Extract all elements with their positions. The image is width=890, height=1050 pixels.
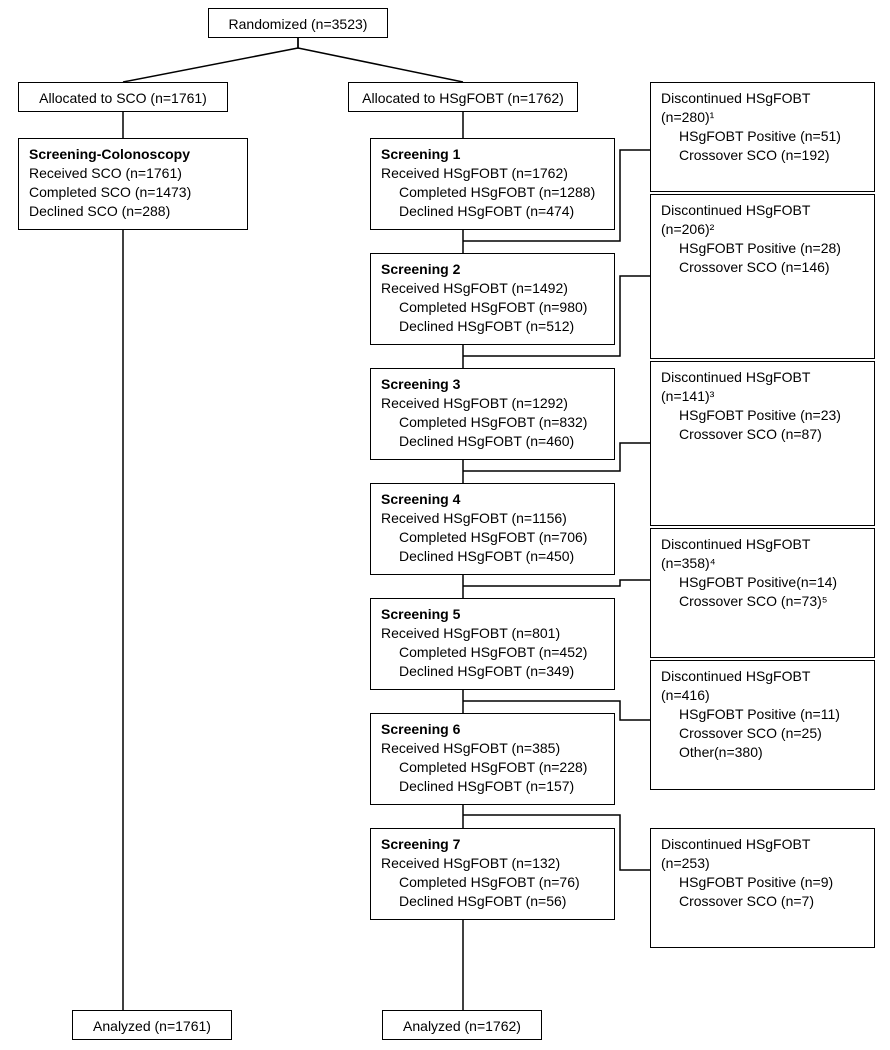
s2-l1: Received HSgFOBT (n=1492)	[381, 279, 604, 298]
randomized-label: Randomized (n=3523)	[229, 16, 368, 32]
analyzed-sco-box: Analyzed (n=1761)	[72, 1010, 232, 1040]
sco-l1: Received SCO (n=1761)	[29, 164, 237, 183]
sco-l3: Declined SCO (n=288)	[29, 202, 237, 221]
d3-l2: (n=141)³	[661, 387, 864, 406]
s6-title: Screening 6	[381, 720, 604, 739]
screening-3-box: Screening 3 Received HSgFOBT (n=1292) Co…	[370, 368, 615, 460]
s3-l3: Declined HSgFOBT (n=460)	[381, 432, 604, 451]
d6-l3: HSgFOBT Positive (n=9)	[661, 873, 864, 892]
d3-l1: Discontinued HSgFOBT	[661, 368, 864, 387]
s3-title: Screening 3	[381, 375, 604, 394]
s6-l3: Declined HSgFOBT (n=157)	[381, 777, 604, 796]
s2-title: Screening 2	[381, 260, 604, 279]
s3-l1: Received HSgFOBT (n=1292)	[381, 394, 604, 413]
discontinued-4-box: Discontinued HSgFOBT (n=358)⁴ HSgFOBT Po…	[650, 528, 875, 658]
s7-l2: Completed HSgFOBT (n=76)	[381, 873, 604, 892]
sco-l2: Completed SCO (n=1473)	[29, 183, 237, 202]
alloc-hs-box: Allocated to HSgFOBT (n=1762)	[348, 82, 578, 112]
s4-l3: Declined HSgFOBT (n=450)	[381, 547, 604, 566]
s2-l3: Declined HSgFOBT (n=512)	[381, 317, 604, 336]
d6-l4: Crossover SCO (n=7)	[661, 892, 864, 911]
s5-l1: Received HSgFOBT (n=801)	[381, 624, 604, 643]
s5-title: Screening 5	[381, 605, 604, 624]
d2-l4: Crossover SCO (n=146)	[661, 258, 864, 277]
s5-l2: Completed HSgFOBT (n=452)	[381, 643, 604, 662]
alloc-sco-box: Allocated to SCO (n=1761)	[18, 82, 228, 112]
s3-l2: Completed HSgFOBT (n=832)	[381, 413, 604, 432]
d3-l3: HSgFOBT Positive (n=23)	[661, 406, 864, 425]
s4-l2: Completed HSgFOBT (n=706)	[381, 528, 604, 547]
d2-l2: (n=206)²	[661, 220, 864, 239]
d5-l4: Crossover SCO (n=25)	[661, 724, 864, 743]
d6-l1: Discontinued HSgFOBT	[661, 835, 864, 854]
discontinued-3-box: Discontinued HSgFOBT (n=141)³ HSgFOBT Po…	[650, 361, 875, 526]
d5-l1: Discontinued HSgFOBT	[661, 667, 864, 686]
s4-title: Screening 4	[381, 490, 604, 509]
d5-l2: (n=416)	[661, 686, 864, 705]
s6-l1: Received HSgFOBT (n=385)	[381, 739, 604, 758]
s7-l3: Declined HSgFOBT (n=56)	[381, 892, 604, 911]
discontinued-2-box: Discontinued HSgFOBT (n=206)² HSgFOBT Po…	[650, 194, 875, 359]
analyzed-sco-label: Analyzed (n=1761)	[93, 1018, 211, 1034]
s4-l1: Received HSgFOBT (n=1156)	[381, 509, 604, 528]
screening-6-box: Screening 6 Received HSgFOBT (n=385) Com…	[370, 713, 615, 805]
d4-l2: (n=358)⁴	[661, 554, 864, 573]
s1-l1: Received HSgFOBT (n=1762)	[381, 164, 604, 183]
discontinued-5-box: Discontinued HSgFOBT (n=416) HSgFOBT Pos…	[650, 660, 875, 790]
d4-l3: HSgFOBT Positive(n=14)	[661, 573, 864, 592]
s7-title: Screening 7	[381, 835, 604, 854]
s1-l2: Completed HSgFOBT (n=1288)	[381, 183, 604, 202]
alloc-sco-label: Allocated to SCO (n=1761)	[39, 90, 207, 106]
d1-l1: Discontinued HSgFOBT	[661, 89, 864, 108]
d4-l4: Crossover SCO (n=73)⁵	[661, 592, 864, 611]
s7-l1: Received HSgFOBT (n=132)	[381, 854, 604, 873]
randomized-box: Randomized (n=3523)	[208, 8, 388, 38]
d5-l5: Other(n=380)	[661, 743, 864, 762]
analyzed-hs-label: Analyzed (n=1762)	[403, 1018, 521, 1034]
sco-screening-box: Screening-Colonoscopy Received SCO (n=17…	[18, 138, 248, 230]
discontinued-6-box: Discontinued HSgFOBT (n=253) HSgFOBT Pos…	[650, 828, 875, 948]
discontinued-1-box: Discontinued HSgFOBT (n=280)¹ HSgFOBT Po…	[650, 82, 875, 192]
d5-l3: HSgFOBT Positive (n=11)	[661, 705, 864, 724]
s1-title: Screening 1	[381, 145, 604, 164]
d4-l1: Discontinued HSgFOBT	[661, 535, 864, 554]
d1-l4: Crossover SCO (n=192)	[661, 146, 864, 165]
d2-l1: Discontinued HSgFOBT	[661, 201, 864, 220]
s1-l3: Declined HSgFOBT (n=474)	[381, 202, 604, 221]
screening-1-box: Screening 1 Received HSgFOBT (n=1762) Co…	[370, 138, 615, 230]
analyzed-hs-box: Analyzed (n=1762)	[382, 1010, 542, 1040]
d2-l3: HSgFOBT Positive (n=28)	[661, 239, 864, 258]
s2-l2: Completed HSgFOBT (n=980)	[381, 298, 604, 317]
sco-title: Screening-Colonoscopy	[29, 145, 237, 164]
screening-5-box: Screening 5 Received HSgFOBT (n=801) Com…	[370, 598, 615, 690]
s5-l3: Declined HSgFOBT (n=349)	[381, 662, 604, 681]
alloc-hs-label: Allocated to HSgFOBT (n=1762)	[362, 90, 564, 106]
screening-7-box: Screening 7 Received HSgFOBT (n=132) Com…	[370, 828, 615, 920]
d6-l2: (n=253)	[661, 854, 864, 873]
s6-l2: Completed HSgFOBT (n=228)	[381, 758, 604, 777]
d1-l2: (n=280)¹	[661, 108, 864, 127]
d1-l3: HSgFOBT Positive (n=51)	[661, 127, 864, 146]
d3-l4: Crossover SCO (n=87)	[661, 425, 864, 444]
screening-4-box: Screening 4 Received HSgFOBT (n=1156) Co…	[370, 483, 615, 575]
screening-2-box: Screening 2 Received HSgFOBT (n=1492) Co…	[370, 253, 615, 345]
